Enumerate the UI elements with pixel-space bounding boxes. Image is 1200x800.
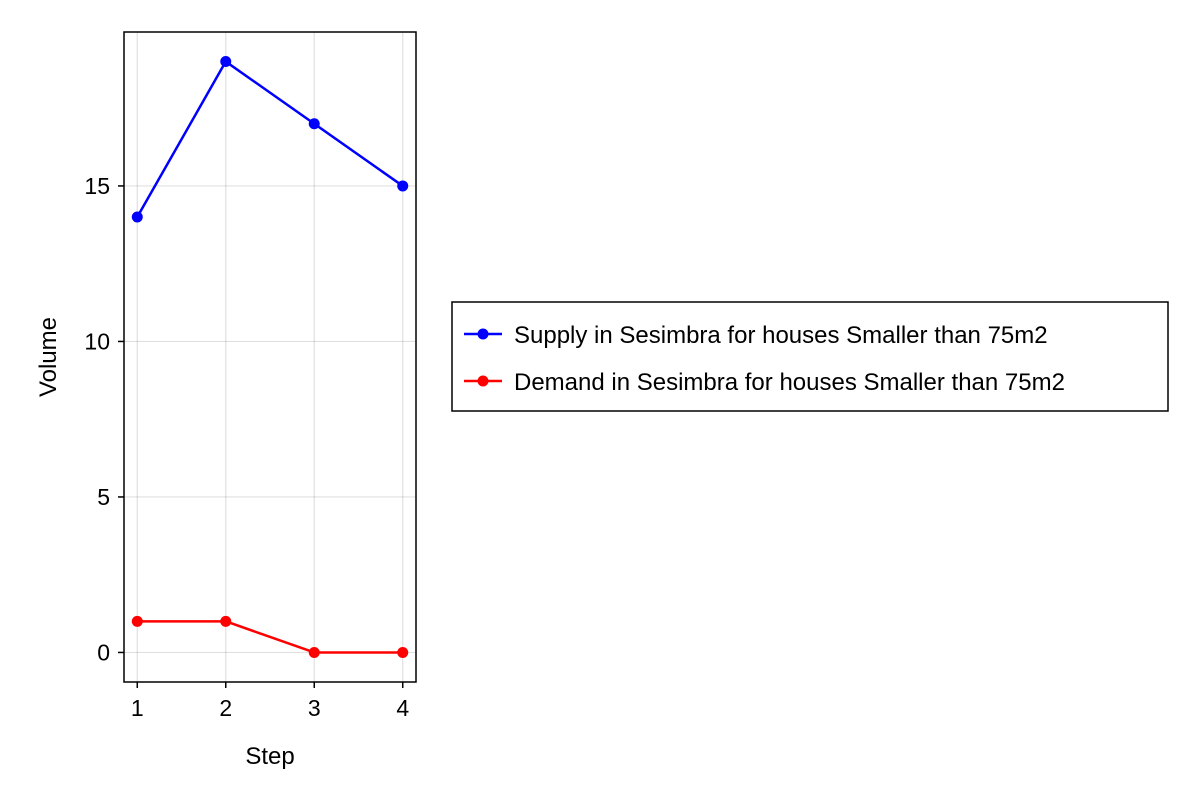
data-series: [131, 56, 409, 658]
y-tick-label: 0: [97, 639, 110, 665]
legend-box: [451, 301, 1169, 412]
y-tick-label: 10: [84, 328, 110, 354]
data-point: [397, 646, 409, 658]
y-axis-label: Volume: [35, 317, 62, 397]
data-point: [397, 180, 409, 192]
x-tick-label: 4: [396, 695, 409, 721]
data-point: [308, 646, 320, 658]
data-point: [220, 56, 232, 68]
series-line-0: [136, 60, 404, 218]
legend-label-supply: Supply in Sesimbra for houses Smaller th…: [514, 322, 1048, 349]
data-point: [220, 615, 232, 627]
data-point: [131, 211, 143, 223]
legend-marker-demand: [477, 375, 489, 387]
data-point: [131, 615, 143, 627]
x-tick-label: 3: [308, 695, 321, 721]
legend: Supply in Sesimbra for houses Smaller th…: [451, 301, 1169, 412]
x-axis-label: Step: [245, 743, 294, 770]
legend-label-demand: Demand in Sesimbra for houses Smaller th…: [514, 369, 1065, 396]
legend-marker-supply: [477, 328, 489, 340]
grid-lines: [124, 32, 416, 682]
y-tick-label: 15: [84, 173, 110, 199]
series-line-1: [137, 620, 403, 654]
data-point: [308, 118, 320, 130]
x-tick-label: 1: [131, 695, 144, 721]
plot-frame: [123, 31, 417, 683]
axis-ticks: 1 2 3 4 0 5 10 15: [84, 173, 409, 721]
x-tick-label: 2: [219, 695, 232, 721]
y-tick-label: 5: [97, 484, 110, 510]
